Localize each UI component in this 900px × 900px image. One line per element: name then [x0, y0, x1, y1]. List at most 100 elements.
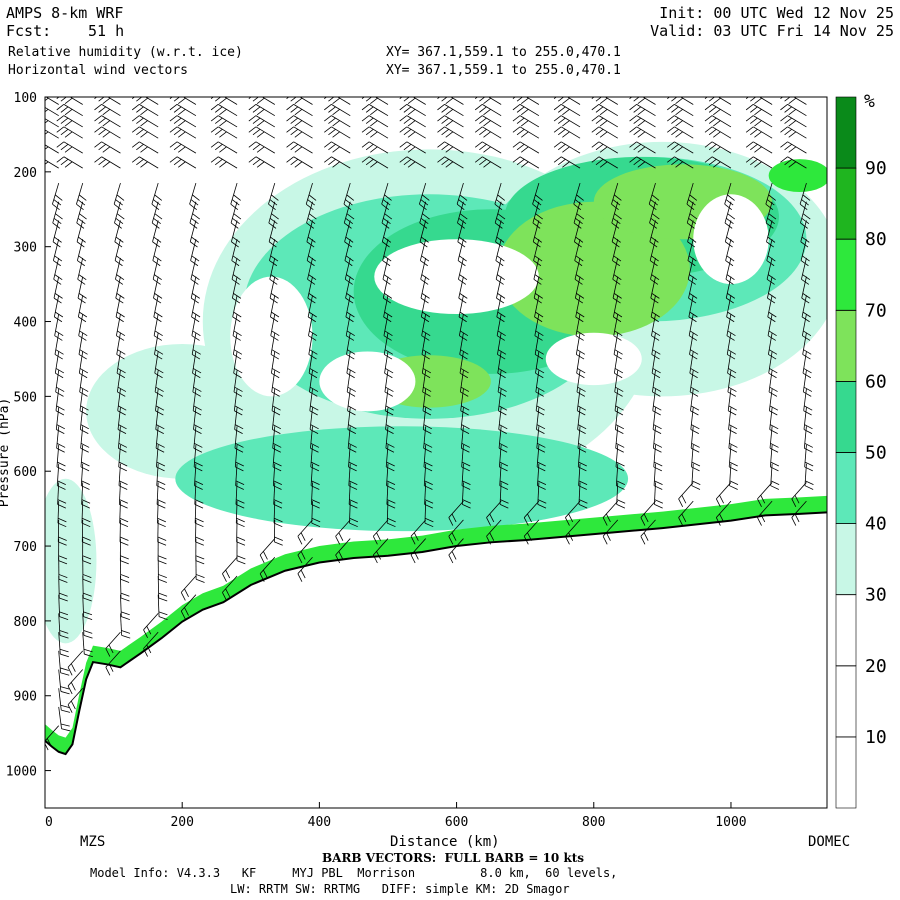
barb-flag [671, 97, 678, 102]
barb-flag [365, 143, 374, 151]
barb-shaft [787, 104, 807, 117]
wind-barb [131, 156, 159, 169]
barb-shaft [331, 141, 351, 154]
barb-flag [448, 554, 454, 564]
wind-barb [474, 156, 502, 169]
barb-shaft [578, 482, 581, 505]
wind-barb [113, 182, 125, 210]
colorbar-swatch [835, 594, 857, 667]
barb-flag [652, 391, 661, 397]
barb-flag [365, 106, 374, 113]
wind-barb [512, 141, 540, 154]
wind-barb [652, 407, 662, 434]
barb-flag [365, 158, 374, 166]
barb-flag [423, 443, 433, 448]
wind-barb [94, 104, 121, 117]
barb-flag [155, 368, 164, 374]
model-title: AMPS 8-km WRF [6, 4, 124, 22]
barb-shaft [45, 159, 59, 169]
barb-shaft [691, 444, 694, 467]
barb-shaft [54, 313, 60, 336]
barb-shaft [101, 115, 121, 128]
barb-flag [802, 354, 811, 360]
barb-flag [629, 141, 637, 148]
barb-shaft [688, 313, 694, 336]
barb-flag [192, 330, 201, 336]
barb-flag [527, 513, 532, 523]
barb-flag [286, 126, 294, 133]
barb-flag [498, 368, 507, 374]
barb-shaft [293, 156, 313, 169]
barb-flag [248, 97, 252, 99]
barb-flag [633, 97, 640, 102]
barb-flag [210, 97, 214, 99]
barb-flag [690, 349, 699, 355]
barb-shaft [218, 115, 238, 128]
wind-barb [553, 126, 581, 139]
barb-shaft [611, 220, 619, 242]
wind-barb [324, 141, 351, 154]
wind-barb [421, 351, 432, 379]
barb-shaft [57, 501, 60, 524]
barb-flag [671, 106, 679, 113]
barb-flag [286, 115, 294, 122]
barb-flag [420, 260, 428, 267]
wind-barb [486, 500, 502, 526]
barb-flag [612, 217, 621, 225]
wind-barb [117, 407, 127, 434]
barb-flag [441, 158, 449, 166]
barb-flag [423, 405, 432, 411]
barb-shaft [115, 276, 121, 299]
barb-shaft [616, 482, 619, 505]
barb-shaft [499, 482, 502, 505]
barb-flag [81, 480, 90, 486]
barb-flag [55, 349, 64, 355]
barb-shaft [687, 239, 694, 261]
barb-shaft [614, 407, 619, 430]
barb-shaft [711, 156, 732, 169]
barb-shaft [191, 295, 197, 317]
barb-shaft [423, 426, 427, 449]
barb-flag [215, 106, 223, 113]
barb-flag [768, 391, 778, 397]
barb-flag [57, 480, 66, 486]
barb-shaft [261, 97, 276, 105]
barb-shaft [767, 276, 773, 299]
barb-flag [70, 663, 76, 672]
barb-flag [173, 97, 181, 102]
barb-flag [59, 597, 68, 602]
barb-flag [385, 410, 394, 416]
barb-shaft [272, 444, 276, 467]
barb-flag [385, 429, 394, 434]
barb-flag [346, 330, 355, 336]
wind-barb [381, 182, 392, 210]
barb-flag [233, 349, 243, 355]
barb-flag [459, 354, 468, 360]
barb-flag [788, 131, 797, 138]
barb-flag [372, 536, 378, 545]
barb-flag [689, 213, 698, 220]
barb-shaft [801, 276, 807, 299]
wind-barb [191, 313, 201, 341]
barb-shaft [537, 463, 540, 486]
barb-flag [512, 126, 521, 133]
barb-flag [557, 158, 566, 166]
barb-flag [557, 129, 566, 136]
barb-flag [169, 126, 178, 133]
barb-flag [82, 536, 91, 541]
barb-flag [407, 120, 416, 127]
barb-flag [268, 203, 276, 210]
barb-flag [385, 424, 395, 430]
barb-flag [120, 555, 129, 560]
barb-flag [230, 222, 239, 229]
barb-flag [252, 117, 261, 124]
barb-flag [81, 517, 91, 523]
wind-barb [654, 482, 664, 509]
wind-barb [56, 426, 66, 453]
barb-flag [637, 109, 646, 116]
barb-flag [37, 129, 44, 135]
barb-shaft [384, 351, 389, 374]
barb-flag [727, 213, 736, 220]
barb-flag [108, 663, 114, 672]
barb-flag [346, 391, 356, 397]
